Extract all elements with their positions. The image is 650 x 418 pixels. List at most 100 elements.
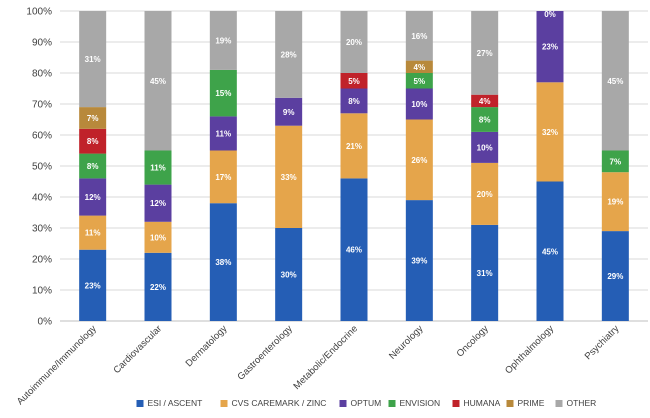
data-label: 5% (348, 77, 360, 86)
data-label: 8% (87, 137, 99, 146)
bar-segment (144, 11, 172, 151)
legend-label: CVS CAREMARK / ZINC (232, 398, 327, 408)
legend-swatch (136, 400, 144, 407)
legend-label: ENVISION (400, 398, 441, 408)
data-label: 29% (607, 272, 623, 281)
legend-item: OPTUM (339, 398, 382, 408)
data-label: 19% (215, 36, 231, 45)
data-label: 7% (610, 157, 622, 166)
legend-label: HUMANA (464, 398, 501, 408)
data-label: 10% (150, 233, 166, 242)
y-tick-label: 80% (32, 69, 52, 80)
legend-swatch (452, 400, 460, 407)
y-tick-label: 60% (32, 131, 52, 142)
bar-segment (79, 249, 107, 321)
data-label: 31% (477, 269, 493, 278)
data-label: 39% (411, 257, 427, 266)
legend-swatch (339, 400, 347, 407)
data-label: 5% (414, 77, 426, 86)
bar-segment (340, 73, 368, 89)
legend-swatch (506, 400, 514, 407)
data-label: 4% (479, 97, 491, 106)
bar-segment (405, 119, 433, 201)
data-label: 23% (542, 43, 558, 52)
y-tick-label: 50% (32, 162, 52, 173)
x-tick-label: Neurology (387, 323, 426, 362)
legend-item: ESI / ASCENT (136, 398, 203, 408)
bar-segment (209, 150, 237, 204)
legend-label: PRIME (518, 398, 545, 408)
x-tick-label: Autoimmune/Immunology (15, 323, 99, 407)
data-label: 20% (477, 190, 493, 199)
bar-segment (79, 11, 107, 108)
bars (79, 11, 629, 321)
bar-segment (405, 73, 433, 89)
x-tick-label: Oncology (455, 323, 491, 359)
y-tick-label: 40% (32, 193, 52, 204)
y-tick-label: 100% (26, 7, 52, 18)
x-tick-label: Cardiovascular (112, 323, 165, 376)
bar-segment (275, 228, 303, 321)
data-label: 21% (346, 142, 362, 151)
data-label: 33% (281, 173, 297, 182)
legend-item: CVS CAREMARK / ZINC (220, 398, 327, 408)
bar-segment (79, 153, 107, 179)
data-label: 32% (542, 128, 558, 137)
bar-segment (536, 181, 564, 321)
bar-segment (601, 231, 629, 321)
bar-segment (471, 224, 499, 321)
data-label: 8% (479, 116, 491, 125)
data-label: 22% (150, 283, 166, 292)
data-label: 8% (348, 97, 360, 106)
x-tick-label: Dermatology (184, 323, 230, 369)
bar-segment (275, 125, 303, 228)
x-tick-label: Gastroenterology (235, 323, 294, 382)
bar-segment (79, 128, 107, 154)
y-tick-label: 70% (32, 100, 52, 111)
bar-segment (405, 11, 433, 61)
x-tick-label: Metabolic/Endocrine (291, 323, 360, 392)
data-label: 45% (542, 247, 558, 256)
legend-item: HUMANA (452, 398, 501, 408)
legend-item: OTHER (555, 398, 597, 408)
legend-label: OPTUM (351, 398, 382, 408)
y-tick-label: 30% (32, 224, 52, 235)
y-axis-ticks: 0% 10% 20% 30% 40% 50% 60% 70% 80% 90% 100% (26, 7, 52, 328)
data-label: 27% (477, 49, 493, 58)
bar-segment (209, 116, 237, 151)
x-tick-label: Psychiatry (583, 323, 622, 362)
data-label: 11% (85, 229, 101, 238)
bar-segment (275, 97, 303, 126)
bar-segment (144, 184, 172, 222)
bar-segment (601, 172, 629, 232)
bar-segment (601, 150, 629, 173)
bar-segment (209, 203, 237, 321)
y-tick-label: 20% (32, 255, 52, 266)
x-tick-label: Ophthalmology (503, 323, 556, 376)
data-label: 4% (414, 63, 426, 72)
data-label: 12% (150, 199, 166, 208)
data-label: 26% (411, 156, 427, 165)
data-label: 45% (150, 77, 166, 86)
bar-segment (471, 131, 499, 163)
bar-segment (340, 88, 368, 114)
bar-segment (79, 107, 107, 129)
data-label: 7% (87, 114, 99, 123)
bar-segment (536, 82, 564, 182)
y-tick-label: 0% (38, 317, 53, 328)
data-label: 0% (544, 10, 556, 19)
y-tick-label: 90% (32, 38, 52, 49)
data-label: 19% (607, 198, 623, 207)
bar-segment (536, 11, 564, 83)
data-label: 12% (85, 193, 101, 202)
data-label: 45% (607, 77, 623, 86)
data-label: 15% (215, 89, 231, 98)
legend-label: ESI / ASCENT (148, 398, 203, 408)
bar-segment (405, 200, 433, 321)
data-label: 20% (346, 38, 362, 47)
legend-label: OTHER (567, 398, 597, 408)
bar-segment (601, 11, 629, 151)
legend-swatch (220, 400, 228, 407)
